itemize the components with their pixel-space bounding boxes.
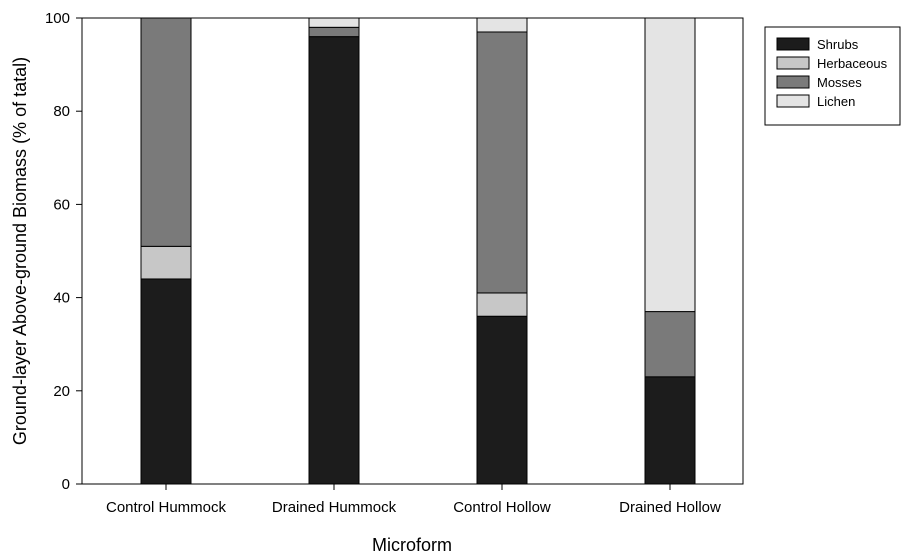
y-tick-label: 40	[53, 290, 70, 307]
x-tick-label: Control Hollow	[453, 499, 551, 516]
bar-segment-mosses-3	[644, 311, 696, 378]
plot-frame	[81, 17, 744, 485]
legend-label-lichen: Lichen	[817, 94, 855, 109]
legend-label-shrubs: Shrubs	[817, 37, 859, 52]
bar-segment-lichen-2	[476, 17, 528, 33]
bar-segment-herbaceous-0	[140, 245, 192, 280]
bar-segment-shrubs-0	[140, 278, 192, 485]
x-axis-title: Microform	[372, 535, 452, 555]
bar-segment-lichen-1	[308, 17, 360, 28]
y-tick-label: 0	[62, 476, 70, 493]
y-tick-label: 20	[53, 383, 70, 400]
legend-label-herbaceous: Herbaceous	[817, 56, 888, 71]
bar-segment-mosses-2	[476, 31, 528, 294]
x-axis: Control Hummock Drained Hummock Control Ho…	[106, 484, 721, 516]
y-tick-label: 60	[53, 196, 70, 213]
legend: Shrubs Herbaceous Mosses Lichen	[764, 26, 901, 126]
legend-swatch-shrubs	[776, 37, 810, 51]
y-axis: 0 20 40 60 80 100	[45, 10, 82, 493]
x-tick-label: Drained Hollow	[619, 499, 721, 516]
x-tick-label: Control Hummock	[106, 499, 227, 516]
y-tick-label: 100	[45, 10, 70, 27]
bar-segment-lichen-3	[644, 17, 696, 313]
bar-segment-shrubs-3	[644, 376, 696, 485]
legend-swatch-herbaceous	[776, 56, 810, 70]
y-axis-title: Ground-layer Above-ground Biomass (% of …	[10, 57, 30, 445]
legend-swatch-mosses	[776, 75, 810, 89]
x-tick-label: Drained Hummock	[272, 499, 397, 516]
bar-segment-mosses-0	[140, 17, 192, 247]
bars-layer	[140, 17, 696, 485]
bar-segment-mosses-1	[308, 26, 360, 38]
legend-label-mosses: Mosses	[817, 75, 862, 90]
bar-segment-herbaceous-2	[476, 292, 528, 317]
bar-segment-shrubs-2	[476, 315, 528, 485]
bar-segment-shrubs-1	[308, 36, 360, 485]
y-tick-label: 80	[53, 103, 70, 120]
legend-swatch-lichen	[776, 94, 810, 108]
